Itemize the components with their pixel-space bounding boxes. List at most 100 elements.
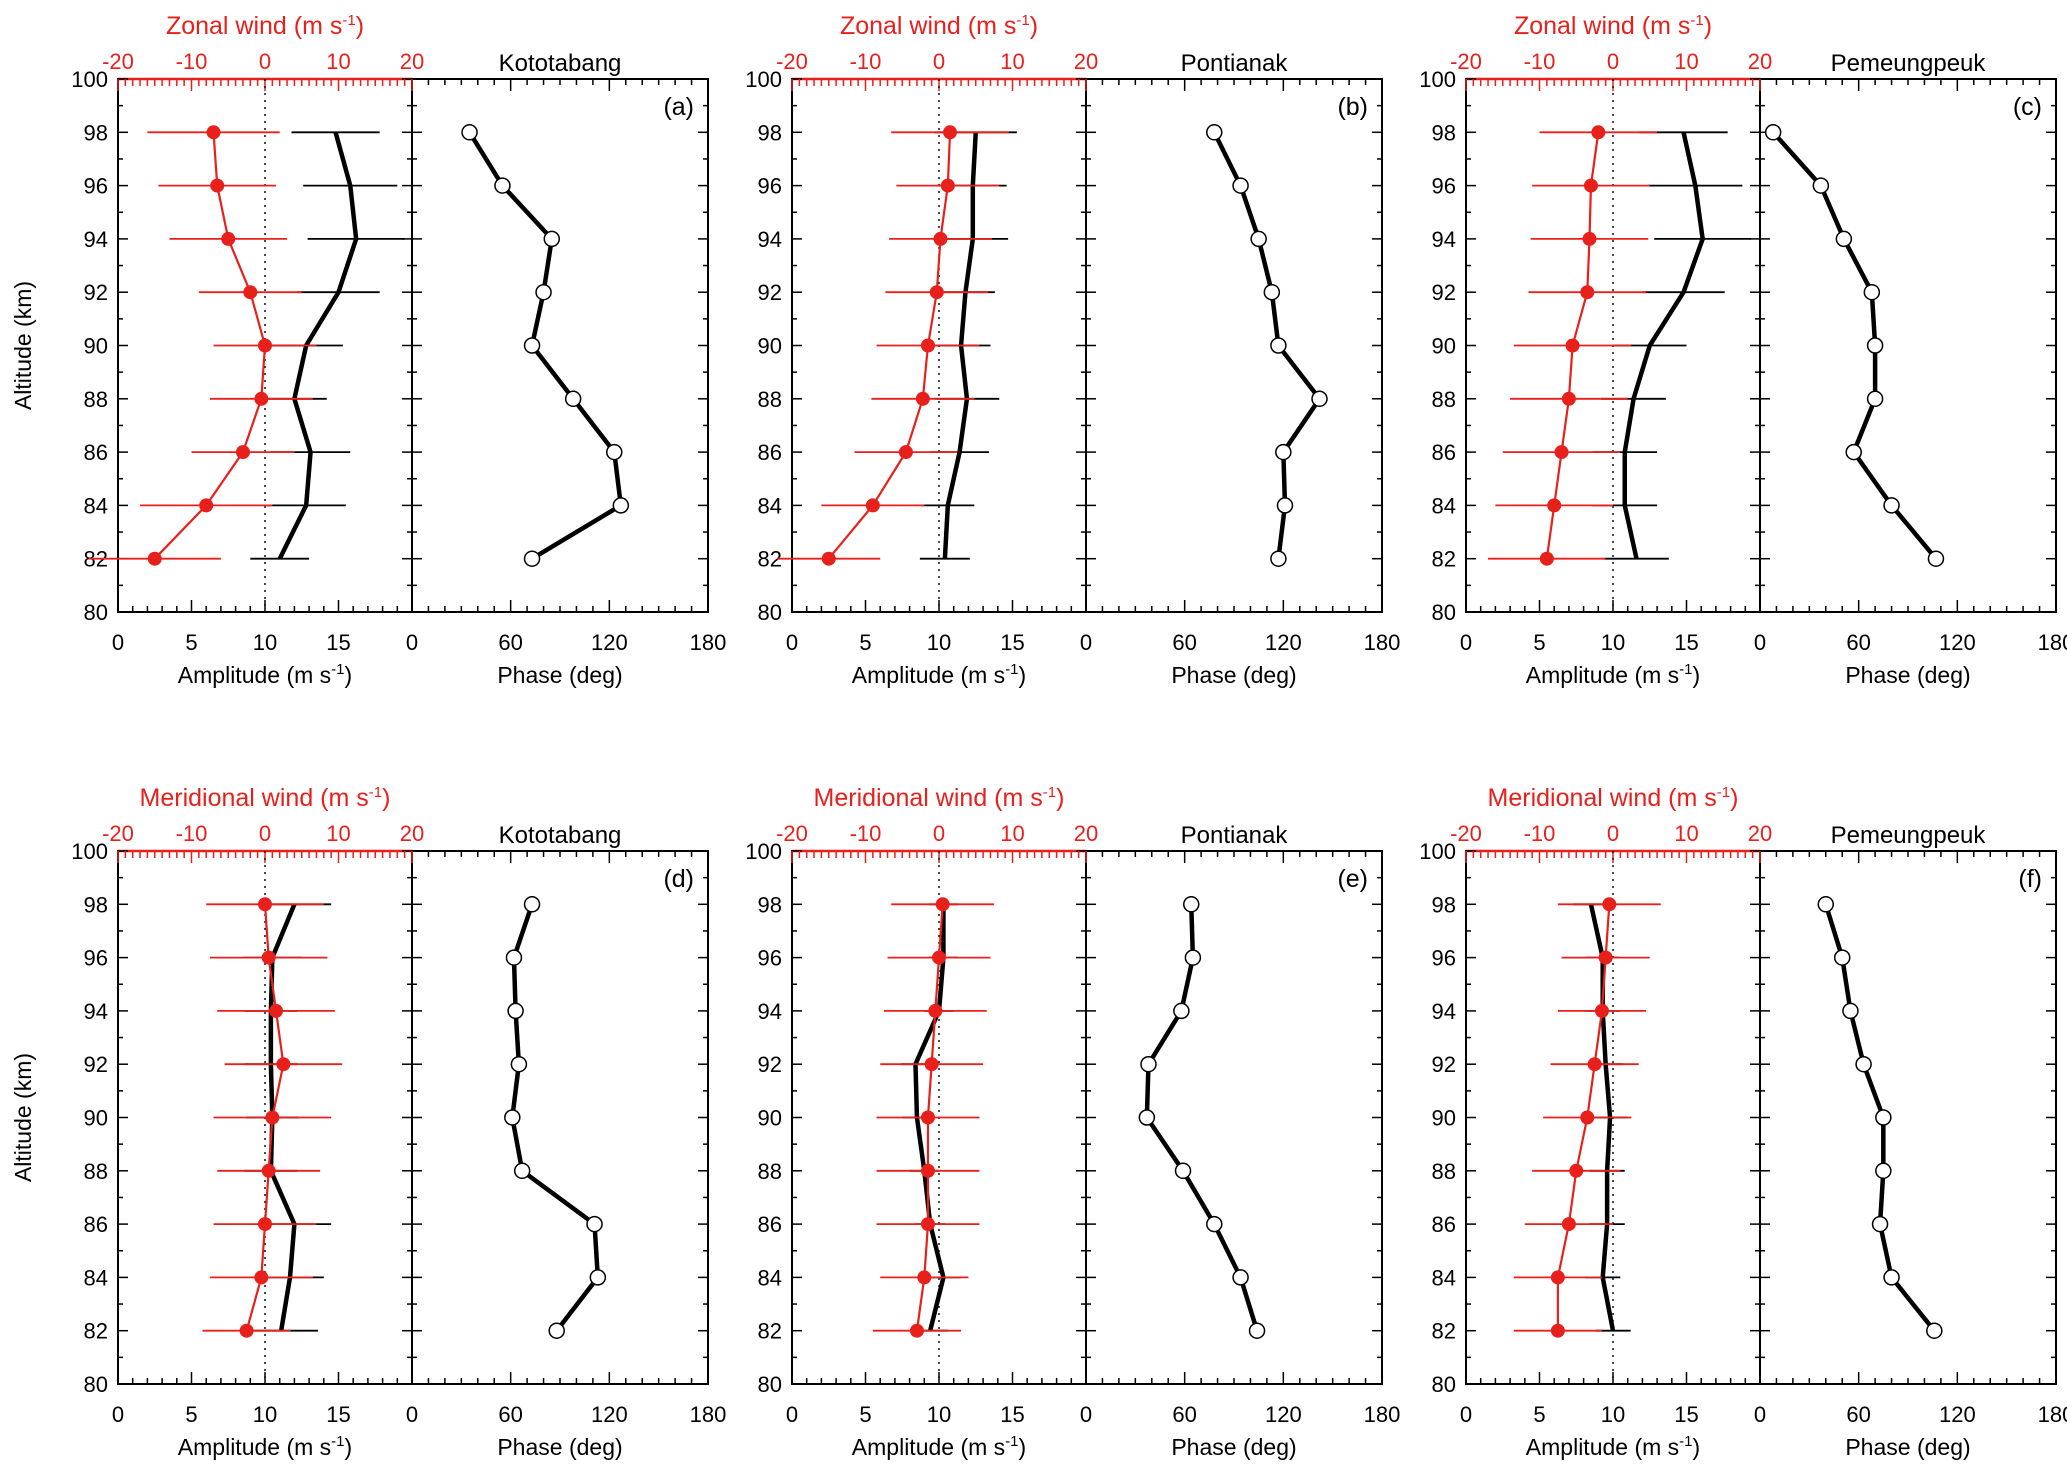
phase-point (1270, 337, 1287, 354)
mean-wind-point (940, 178, 955, 193)
phase-point (513, 1162, 531, 1180)
wind-tick-label: 10 (1674, 821, 1698, 846)
altitude-tick-label: 100 (1419, 839, 1456, 864)
phase-axes-frame (1759, 78, 2057, 613)
mean-wind-point (258, 338, 272, 353)
phase-point (1764, 124, 1782, 141)
panel-label: (a) (663, 93, 694, 121)
phase-point (1875, 1162, 1892, 1180)
wind-axis-label-text: Zonal wind (m s (166, 12, 342, 40)
wind-tick-label: 0 (933, 821, 945, 846)
phase-point (1140, 1055, 1157, 1073)
mean-wind-point (1550, 1270, 1565, 1285)
phase-axis-label: Phase (deg) (497, 1434, 622, 1460)
altitude-tick-label: 86 (1432, 440, 1456, 465)
phase-point (1206, 1215, 1223, 1233)
phase-line (1771, 130, 1938, 561)
amplitude-axis-label-close: ) (1019, 1434, 1027, 1460)
altitude-tick-label: 98 (758, 892, 782, 917)
altitude-tick-label: 90 (758, 334, 782, 359)
altitude-tick-label: 88 (84, 387, 108, 412)
wind-tick-label: 10 (1000, 49, 1024, 74)
mean-wind-point (261, 1163, 276, 1178)
mean-wind-point (924, 1057, 939, 1072)
wind-axis-label-close: ) (1056, 784, 1064, 812)
mean-wind-point (1583, 178, 1598, 193)
phase-tick-label: 180 (2038, 1402, 2067, 1427)
altitude-tick-label: 88 (758, 1159, 782, 1184)
phase-tick-label: 180 (1364, 1402, 1401, 1427)
panel-label: (f) (2018, 865, 2042, 893)
phase-tick-label: 180 (690, 630, 727, 655)
altitude-tick-label: 98 (84, 120, 108, 145)
altitude-tick-label: 96 (758, 174, 782, 199)
altitude-tick-label: 90 (84, 1106, 108, 1131)
amplitude-tick-label: 10 (927, 630, 951, 655)
phase-point (1311, 390, 1328, 408)
mean-wind-point (1569, 1163, 1584, 1178)
phase-tick-label: 0 (1754, 1402, 1766, 1427)
altitude-tick-label: 86 (758, 1212, 782, 1237)
wind-tick-label: 20 (1748, 821, 1772, 846)
phase-tick-label: 0 (1080, 630, 1092, 655)
phase-point (1250, 230, 1267, 248)
altitude-tick-label: 80 (1432, 1372, 1456, 1397)
altitude-tick-label: 96 (1432, 174, 1456, 199)
amplitude-tick-label: 15 (1000, 630, 1024, 655)
amplitude-axis-label-text: Amplitude (m s (1526, 662, 1679, 688)
phase-tick-label: 180 (690, 1402, 727, 1427)
phase-point (523, 896, 541, 913)
phase-point (1866, 390, 1884, 408)
mean-wind-point (254, 1270, 269, 1285)
amplitude-tick-label: 10 (1601, 1402, 1625, 1427)
wind-tick-label: -10 (176, 49, 208, 74)
phase-point (1232, 177, 1249, 194)
amplitude-axis-label-superscript: -1 (331, 1433, 344, 1450)
phase-tick-label: 120 (1265, 1402, 1302, 1427)
panel-label: (c) (2013, 93, 2042, 121)
wind-tick-label: 10 (326, 49, 350, 74)
mean-wind-point (915, 391, 930, 406)
wind-axis-label: Meridional wind (m s-1) (1488, 784, 1739, 812)
wind-tick-label: 0 (259, 821, 271, 846)
phase-line (1212, 131, 1322, 559)
phase-axes-frame (1085, 850, 1383, 1385)
amplitude-line (1622, 131, 1705, 560)
amplitude-tick-label: 0 (112, 1402, 124, 1427)
phase-point (1173, 1002, 1190, 1020)
altitude-tick-label: 96 (84, 946, 108, 971)
amplitude-tick-label: 10 (253, 630, 277, 655)
mean-wind-point (1580, 1110, 1595, 1125)
phase-point (461, 124, 478, 141)
altitude-tick-label: 88 (1432, 387, 1456, 412)
altitude-tick-label: 96 (84, 174, 108, 199)
altitude-tick-label: 88 (758, 387, 782, 412)
wind-tick-label: 20 (1074, 49, 1098, 74)
altitude-tick-label: 100 (71, 67, 108, 92)
mean-wind-point (865, 498, 880, 513)
amplitude-axis-label: Amplitude (m s-1) (852, 661, 1026, 688)
amplitude-axis-label-close: ) (1693, 662, 1701, 688)
wind-axis-label-superscript: -1 (342, 12, 355, 29)
amplitude-tick-label: 5 (859, 630, 871, 655)
amplitude-axis-label-superscript: -1 (1005, 661, 1018, 678)
altitude-tick-label: 80 (758, 600, 782, 625)
phase-point (494, 177, 511, 194)
altitude-tick-label: 86 (84, 1212, 108, 1237)
mean-wind-point (920, 1163, 935, 1178)
wind-axis-label: Zonal wind (m s-1) (166, 12, 364, 40)
amplitude-tick-label: 5 (859, 1402, 871, 1427)
mean-wind-point (935, 897, 950, 912)
altitude-tick-label: 92 (84, 280, 108, 305)
amplitude-tick-label: 0 (1460, 1402, 1472, 1427)
wind-axis-label: Meridional wind (m s-1) (140, 784, 391, 812)
wind-tick-label: 0 (259, 49, 271, 74)
altitude-tick-label: 86 (84, 440, 108, 465)
altitude-tick-label: 92 (1432, 1052, 1456, 1077)
wind-tick-label: -20 (776, 49, 808, 74)
altitude-tick-label: 90 (1432, 1106, 1456, 1131)
phase-point (1138, 1109, 1156, 1126)
phase-point (1845, 443, 1862, 461)
phase-point (548, 1322, 565, 1339)
wind-tick-label: -20 (1450, 49, 1482, 74)
